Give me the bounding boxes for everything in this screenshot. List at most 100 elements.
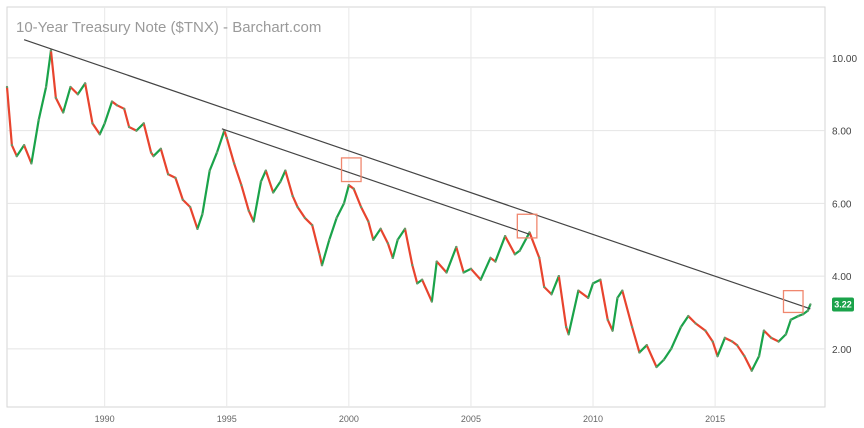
price-segment — [679, 314, 690, 329]
last-value-badge: 3.22 — [832, 297, 854, 312]
data-point — [411, 264, 414, 267]
price-segment — [694, 322, 707, 332]
data-point — [149, 151, 153, 154]
y-tick-label: 10.00 — [832, 54, 857, 65]
price-segment — [37, 85, 48, 121]
price-segment — [62, 85, 72, 114]
data-point — [762, 329, 766, 332]
data-point — [704, 329, 707, 332]
price-segment — [247, 209, 255, 223]
data-point — [189, 205, 192, 209]
price-segment — [311, 224, 321, 256]
price-segment — [123, 107, 131, 129]
price-segment — [577, 289, 590, 300]
last-value-badge-bg — [832, 297, 854, 312]
price-segment — [750, 354, 761, 372]
data-point — [770, 336, 773, 340]
price-segment — [135, 122, 145, 132]
price-segment — [806, 303, 812, 312]
price-segment — [518, 231, 531, 252]
price-segment — [645, 344, 658, 369]
price-segment — [411, 264, 419, 285]
data-point — [272, 191, 275, 194]
price-segment — [723, 336, 734, 343]
price-segment — [638, 344, 648, 354]
price-segment — [352, 187, 363, 209]
price-segment — [76, 82, 87, 96]
price-segment — [403, 227, 414, 267]
data-point — [528, 231, 531, 234]
data-point — [743, 354, 746, 358]
data-point — [599, 278, 602, 281]
price-segment — [103, 100, 114, 125]
data-point — [403, 227, 407, 230]
data-point — [513, 253, 516, 256]
data-point — [84, 82, 87, 85]
data-point — [489, 256, 492, 260]
data-point — [591, 282, 595, 285]
data-point — [115, 104, 118, 107]
price-segment — [430, 260, 438, 303]
price-segment — [201, 169, 211, 216]
price-segment — [528, 231, 541, 260]
price-segment — [655, 358, 665, 369]
data-point — [62, 111, 65, 114]
data-point — [232, 162, 236, 165]
data-point — [567, 333, 570, 336]
price-segment — [687, 314, 697, 325]
data-point — [784, 333, 788, 336]
price-segment — [504, 234, 516, 256]
data-point — [386, 242, 390, 245]
axis-layer: 2.00 4.00 6.00 8.00 10.00 1990 1995 2000 2005 201… — [95, 54, 858, 424]
data-point — [291, 194, 294, 198]
price-segment — [396, 227, 407, 241]
price-segment — [167, 173, 177, 180]
data-point — [557, 274, 560, 278]
price-segment — [49, 49, 57, 100]
price-segment — [735, 344, 746, 358]
data-point — [10, 144, 13, 147]
data-point — [303, 216, 306, 220]
highlight-box — [340, 157, 362, 183]
data-point — [296, 205, 299, 209]
data-point — [159, 147, 162, 150]
price-segment — [543, 285, 553, 296]
data-point — [445, 271, 448, 274]
data-point — [123, 107, 126, 110]
price-segment — [784, 318, 792, 336]
price-segment — [342, 184, 350, 205]
price-segment — [291, 194, 299, 209]
price-segment — [15, 144, 26, 158]
data-point — [91, 122, 94, 125]
data-point — [606, 318, 609, 321]
price-segment — [789, 314, 800, 321]
data-point — [611, 329, 614, 332]
price-segment — [469, 267, 482, 281]
data-point — [379, 227, 382, 230]
price-segment — [445, 245, 458, 274]
data-point — [543, 285, 546, 289]
highlight-box — [516, 213, 538, 239]
data-point — [215, 151, 219, 154]
price-segment — [22, 144, 33, 165]
price-segment — [159, 147, 170, 176]
data-point — [252, 220, 255, 223]
price-segment — [762, 329, 773, 340]
data-point — [630, 325, 634, 329]
x-tick-label: 2000 — [339, 414, 359, 424]
data-point — [142, 122, 145, 125]
price-segment — [550, 274, 560, 296]
data-point — [328, 238, 331, 241]
price-segment — [335, 202, 346, 220]
price-segment — [264, 169, 275, 194]
data-point — [621, 289, 624, 292]
data-point — [174, 176, 177, 180]
price-segment — [10, 144, 18, 158]
data-point — [518, 249, 521, 252]
data-point — [565, 325, 568, 329]
price-segment — [379, 227, 390, 245]
y-tick-label: 2.00 — [832, 345, 852, 356]
price-segment — [69, 85, 79, 96]
y-tick-label: 4.00 — [832, 272, 852, 283]
